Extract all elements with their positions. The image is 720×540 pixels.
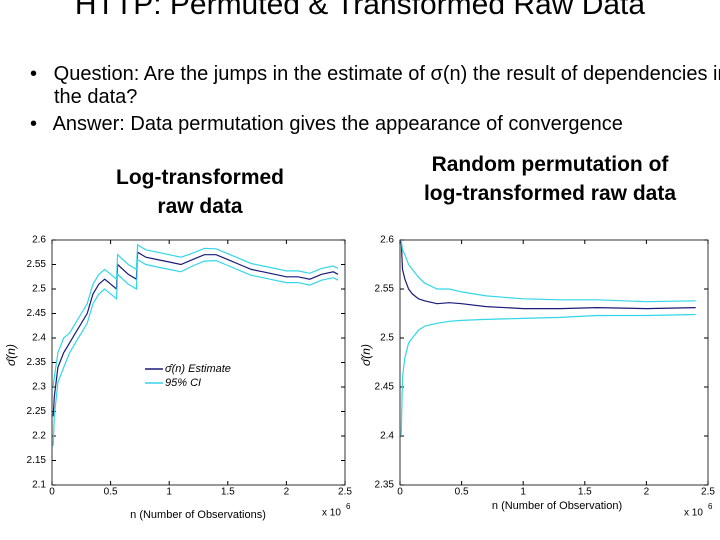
x-axis-label: n (Number of Observation) — [492, 500, 622, 512]
y-tick-label: 2.3 — [32, 382, 46, 393]
y-tick-label: 2.25 — [27, 406, 47, 417]
x-tick-label: 2.5 — [338, 487, 352, 498]
x-multiplier: x 10 — [322, 508, 341, 519]
series-line — [52, 251, 339, 417]
y-tick-label: 2.35 — [27, 357, 47, 368]
y-tick-label: 2.5 — [380, 333, 394, 344]
legend-label: 95% CI — [165, 377, 201, 389]
bullet: • Question: Are the jumps in the estimat… — [30, 63, 720, 109]
x-exponent: 6 — [708, 502, 713, 511]
series-line — [52, 243, 339, 388]
series-line — [400, 239, 696, 310]
plot-frame — [399, 239, 709, 486]
x-exponent: 6 — [346, 502, 351, 511]
x-tick-label: 2 — [284, 487, 290, 498]
x-tick-label: 0.5 — [104, 487, 118, 498]
x-tick-label: 1 — [520, 487, 526, 498]
x-tick-label: 0.5 — [455, 487, 469, 498]
y-tick-label: 2.4 — [32, 333, 46, 344]
legend-label: σ̂(n) Estimate — [165, 363, 231, 375]
x-tick-label: 0 — [49, 487, 55, 498]
series-line — [400, 239, 696, 303]
y-tick-label: 2.15 — [27, 455, 47, 466]
x-tick-label: 1.5 — [221, 487, 235, 498]
slide-title: HTTP: Permuted & Transformed Raw Data — [74, 0, 646, 21]
x-tick-label: 2.5 — [701, 487, 715, 498]
y-tick-label: 2.6 — [32, 235, 46, 246]
chart-title: Random permutation of log-transformed ra… — [423, 153, 677, 205]
y-tick-label: 2.35 — [375, 480, 395, 491]
bullet-text: Answer: Data permutation gives the appea… — [52, 113, 623, 135]
y-tick-label: 2.45 — [375, 382, 395, 393]
bullet-text: Question: Are the jumps in the estimate … — [53, 63, 720, 108]
y-tick-label: 2.4 — [380, 431, 394, 442]
y-axis-label: σ̂(n) — [359, 344, 373, 366]
y-tick-label: 2.45 — [27, 308, 47, 319]
y-tick-label: 2.5 — [32, 284, 46, 295]
y-tick-label: 2.2 — [32, 431, 46, 442]
chart-title: Log-transformed raw data — [116, 166, 284, 218]
x-tick-label: 2 — [644, 487, 650, 498]
bullet: • Answer: Data permutation gives the app… — [30, 113, 623, 135]
plot-frame — [51, 239, 346, 486]
x-tick-label: 0 — [397, 487, 403, 498]
series-line — [400, 313, 696, 437]
y-tick-label: 2.55 — [375, 284, 395, 295]
x-tick-label: 1 — [166, 487, 172, 498]
y-tick-label: 2.55 — [27, 259, 47, 270]
x-multiplier: x 10 — [684, 508, 703, 519]
y-tick-label: 2.6 — [380, 235, 394, 246]
x-tick-label: 1.5 — [578, 487, 592, 498]
y-tick-label: 2.1 — [32, 480, 46, 491]
series-line — [52, 258, 339, 446]
y-axis-label: σ̂(n) — [4, 344, 18, 366]
x-axis-label: n (Number of Observations) — [130, 509, 266, 521]
